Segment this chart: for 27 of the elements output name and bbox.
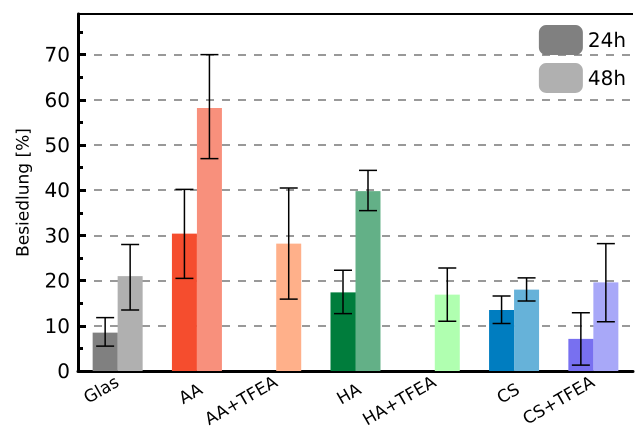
bar — [356, 191, 380, 371]
x-tick-label: Glas — [80, 372, 123, 408]
y-tick-label: 50 — [44, 133, 70, 158]
bar — [276, 244, 302, 371]
x-tick-label: AA — [176, 380, 206, 409]
x-tick-label: CS — [494, 380, 524, 408]
bar — [92, 332, 118, 371]
bar — [489, 310, 514, 371]
bar — [330, 292, 356, 371]
y-tick-label: 60 — [44, 88, 70, 112]
bar — [172, 234, 197, 371]
y-tick-label: 70 — [44, 42, 70, 67]
bar — [118, 276, 143, 371]
y-tick-label: 10 — [44, 314, 70, 338]
y-tick-label: 20 — [44, 268, 70, 293]
y-tick-label: 30 — [44, 223, 70, 248]
legend-label: 48h — [588, 66, 626, 90]
bar — [568, 338, 594, 371]
y-tick-label: 40 — [44, 178, 70, 202]
bar — [196, 108, 222, 371]
y-axis-title: Besiedlung [%] — [14, 128, 34, 257]
y-tick-label: 0 — [57, 359, 70, 383]
x-tick-label: HA — [334, 380, 366, 410]
bar — [514, 290, 540, 371]
legend-label: 24h — [588, 28, 626, 52]
bar — [434, 294, 460, 371]
bar — [593, 282, 618, 371]
